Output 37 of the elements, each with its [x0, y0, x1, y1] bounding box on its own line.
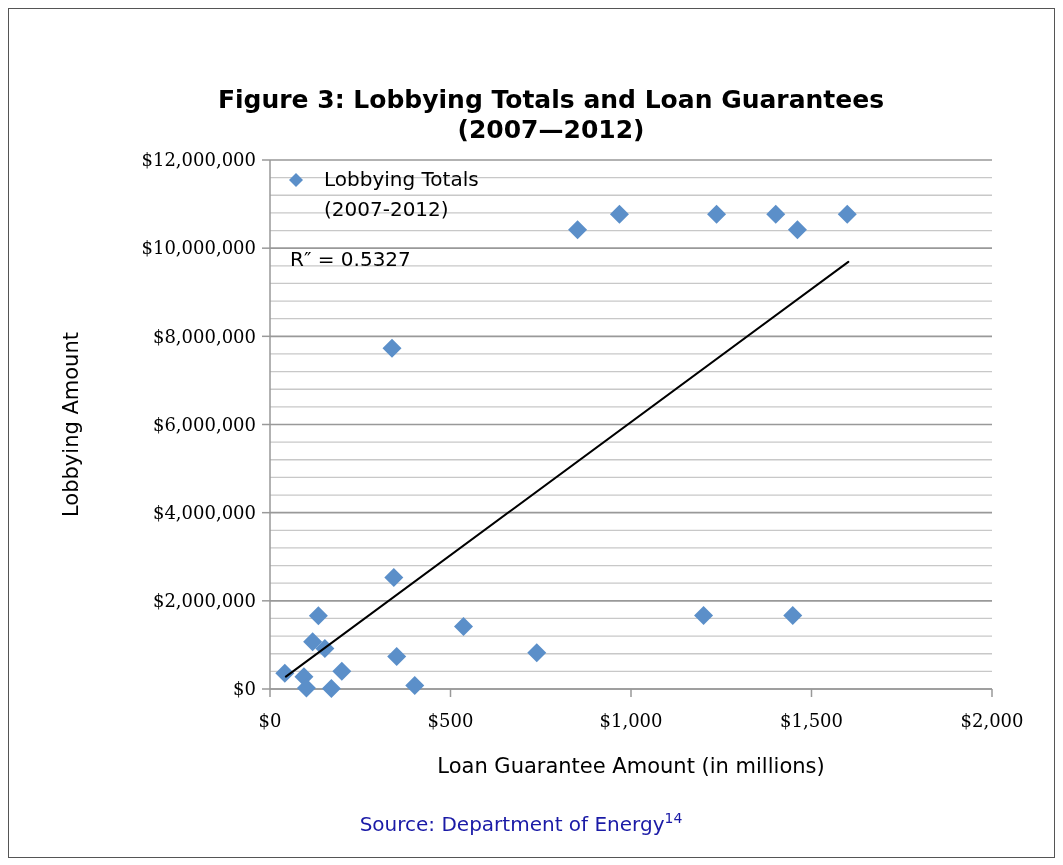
- point: [387, 646, 407, 666]
- point: [321, 679, 341, 699]
- point: [694, 605, 714, 625]
- point: [568, 220, 588, 240]
- x-tick-label: $0: [258, 710, 282, 731]
- point: [783, 605, 803, 625]
- x-tick-label: $1,000: [599, 710, 663, 731]
- point: [609, 204, 629, 224]
- point: [296, 678, 316, 698]
- x-tick-label: $1,500: [780, 710, 843, 731]
- x-tick-label: $2,000: [960, 710, 1024, 731]
- point: [303, 632, 323, 652]
- y-axis-title: Lobbying Amount: [59, 332, 83, 517]
- y-tick-label: $8,000,000: [152, 325, 256, 347]
- point: [384, 567, 404, 587]
- point: [454, 616, 473, 636]
- point: [405, 675, 425, 695]
- annotation: R″ = 0.5327: [290, 247, 411, 271]
- y-tick-label: $4,000,000: [152, 501, 256, 523]
- x-tick-label: $500: [427, 710, 474, 731]
- point: [837, 204, 857, 224]
- point: [787, 220, 807, 240]
- y-tick-label: $2,000,000: [152, 590, 256, 612]
- point: [308, 606, 328, 626]
- y-tick-label: $6,000,000: [152, 413, 256, 435]
- point: [332, 661, 352, 681]
- y-tick-label: $0: [233, 678, 256, 700]
- x-axis-title: Loan Guarantee Amount (in millions): [437, 754, 825, 778]
- point: [707, 204, 727, 224]
- y-tick-label: $10,000,000: [141, 237, 256, 259]
- point: [527, 643, 547, 663]
- point: [766, 204, 786, 224]
- chart-title: Figure 3: Lobbying Totals and Loan Guarantees (2007—2012): [217, 85, 885, 144]
- source-note: Source: Department of Energy$^{14}$: [359, 810, 683, 836]
- y-tick-label: $12,000,000: [141, 149, 256, 171]
- point: [382, 338, 402, 358]
- legend-label: Lobbying Totals (2007-2012): [324, 167, 479, 221]
